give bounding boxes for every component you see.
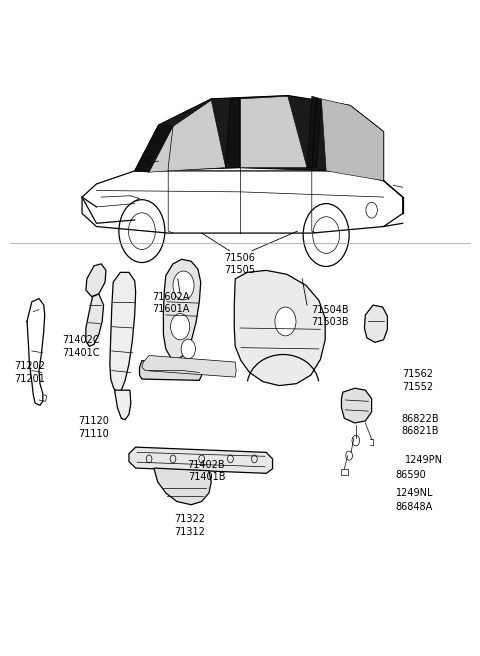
Polygon shape	[86, 294, 104, 346]
Polygon shape	[140, 361, 202, 380]
Polygon shape	[149, 100, 226, 173]
Circle shape	[170, 314, 190, 340]
Polygon shape	[135, 125, 173, 173]
Text: 1249PN: 1249PN	[405, 455, 443, 465]
Polygon shape	[226, 99, 240, 168]
Polygon shape	[364, 305, 387, 342]
Text: 71202
71201: 71202 71201	[14, 361, 45, 384]
Text: 71504B
71503B: 71504B 71503B	[311, 305, 348, 327]
Polygon shape	[341, 388, 372, 423]
Polygon shape	[307, 96, 322, 168]
Polygon shape	[115, 390, 131, 420]
Polygon shape	[240, 96, 307, 168]
Polygon shape	[322, 99, 384, 180]
Text: 71120
71110: 71120 71110	[79, 417, 109, 439]
Text: 1249NL: 1249NL	[396, 488, 433, 498]
Text: 71506
71505: 71506 71505	[225, 253, 255, 275]
Polygon shape	[142, 356, 236, 377]
Text: 71602A
71601A: 71602A 71601A	[152, 292, 189, 314]
Text: 71402B
71401B: 71402B 71401B	[188, 459, 225, 482]
Polygon shape	[154, 468, 211, 504]
Text: 71402C
71401C: 71402C 71401C	[62, 335, 100, 358]
Polygon shape	[234, 270, 325, 386]
Circle shape	[173, 271, 194, 300]
Polygon shape	[163, 259, 201, 359]
Text: 86822B
86821B: 86822B 86821B	[402, 414, 439, 436]
Text: 86590: 86590	[396, 470, 426, 480]
Text: 86848A: 86848A	[396, 502, 433, 512]
Circle shape	[275, 307, 296, 336]
Text: 71562
71552: 71562 71552	[402, 369, 433, 392]
Polygon shape	[86, 264, 106, 297]
Text: 71322
71312: 71322 71312	[174, 514, 205, 537]
Polygon shape	[135, 96, 384, 180]
Circle shape	[181, 339, 195, 359]
Polygon shape	[129, 447, 273, 474]
Polygon shape	[110, 272, 136, 392]
